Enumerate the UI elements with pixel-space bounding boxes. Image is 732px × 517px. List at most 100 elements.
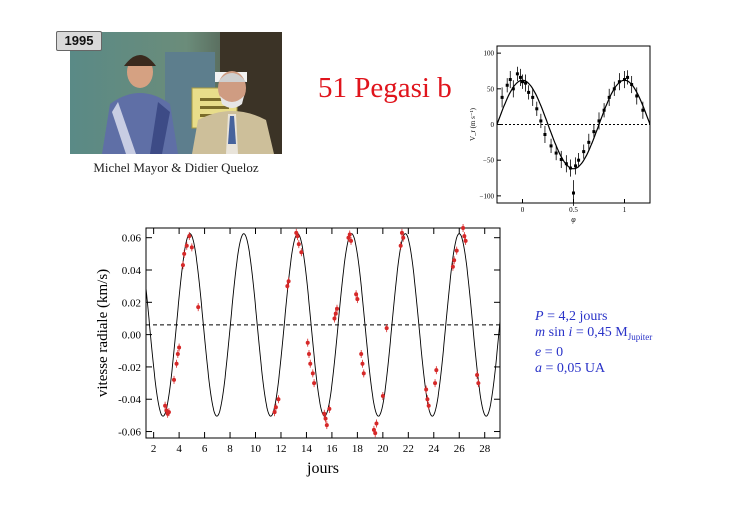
rv-data-point — [273, 405, 278, 410]
phase-y-tick-label: 50 — [487, 85, 495, 93]
rv-data-point — [359, 352, 364, 356]
rv-y-tick-label: -0.02 — [118, 362, 141, 374]
phase-data-point — [577, 158, 581, 162]
phase-data-point — [612, 87, 616, 91]
discoverers-photo — [70, 32, 282, 154]
rv-data-point — [476, 381, 481, 386]
rv-data-point — [196, 305, 201, 310]
rv-data-point — [310, 371, 315, 376]
discoverers-photo-drawing — [70, 32, 282, 154]
phase-data-point — [500, 95, 504, 99]
rv-data-point — [187, 234, 192, 239]
rv-data-point — [360, 361, 365, 366]
rv-data-point — [182, 251, 187, 256]
phase-data-point — [582, 150, 586, 154]
phase-data-point — [635, 94, 639, 98]
planet-title: 51 Pegasi b — [318, 72, 452, 104]
radial-velocity-chart: 0.060.040.020.00-0.02-0.04-0.062 4 6 8 10 12 1… — [95, 224, 501, 477]
rv-data-point — [452, 258, 457, 263]
rv-x-tick-label: 6 — [202, 443, 208, 455]
rv-data-point — [374, 421, 379, 426]
param-period: P = 4,2 jours — [535, 309, 608, 324]
rv-y-tick-label: -0.06 — [118, 427, 141, 439]
rv-data-point — [380, 394, 385, 398]
phase-data-point — [574, 164, 578, 168]
rv-data-point — [425, 397, 430, 402]
phase-y-tick-label: 0 — [491, 121, 495, 129]
rv-data-point — [308, 361, 313, 366]
rv-data-point — [426, 403, 431, 408]
rv-data-point — [174, 361, 179, 366]
rv-x-tick-label: 22 — [403, 443, 414, 455]
rv-x-tick-label: 28 — [479, 443, 491, 455]
rv-data-point — [299, 250, 304, 255]
rv-x-tick-label: 4 — [176, 443, 182, 455]
phase-data-point — [607, 95, 611, 99]
rv-data-point — [286, 279, 291, 284]
phase-data-point — [511, 87, 515, 91]
phase-x-tick-label: 0.5 — [569, 206, 578, 214]
rv-x-tick-label: 20 — [377, 443, 389, 455]
rv-x-tick-label: 18 — [352, 443, 364, 455]
rv-x-tick-label: 12 — [275, 443, 286, 455]
phase-data-point — [527, 90, 531, 94]
rv-plot-frame — [145, 227, 501, 439]
phase-data-point — [524, 81, 528, 85]
rv-data-point — [384, 326, 389, 331]
phase-data-point — [592, 130, 596, 134]
rv-data-point — [276, 397, 281, 402]
rv-data-point — [166, 410, 171, 415]
phase-y-tick-label: 100 — [484, 50, 495, 58]
rv-y-tick-label: 0.02 — [122, 297, 141, 309]
rv-data-point — [461, 226, 466, 230]
phase-data-point — [617, 80, 621, 84]
phase-x-axis-label: φ — [571, 215, 576, 224]
phase-data-point — [535, 107, 539, 111]
rv-data-point — [335, 306, 340, 311]
phase-data-point — [630, 83, 634, 87]
phase-data-point — [515, 72, 519, 76]
phase-data-point — [587, 140, 591, 144]
phase-y-tick-label: −50 — [483, 157, 494, 165]
rv-data-point — [463, 238, 468, 243]
rv-data-point — [454, 248, 459, 253]
rv-y-tick-label: 0.06 — [122, 233, 142, 245]
rv-x-tick-label: 2 — [151, 443, 157, 455]
orbital-parameters: P = 4,2 jours m sin i = 0,45 MJupiter e … — [535, 309, 652, 377]
rv-data-point — [189, 245, 194, 250]
phase-data-point — [531, 95, 535, 99]
year-badge: 1995 — [56, 31, 102, 51]
rv-data-point — [398, 243, 403, 248]
phase-data-point — [602, 108, 606, 112]
rv-data-point — [172, 377, 177, 382]
rv-y-tick-label: 0.04 — [122, 265, 142, 277]
rv-x-tick-label: 10 — [250, 443, 262, 455]
rv-x-axis-label: jours — [306, 460, 339, 477]
rv-data-point — [184, 243, 189, 248]
param-semimajor-axis: a = 0,05 UA — [535, 360, 606, 376]
rv-x-tick-label: 8 — [227, 443, 233, 455]
rv-y-tick-label: -0.04 — [118, 394, 141, 406]
rv-x-tick-label: 14 — [301, 443, 313, 455]
rv-data-point — [180, 263, 185, 268]
rv-data-point — [433, 381, 438, 386]
rv-data-point — [349, 238, 354, 243]
phase-data-point — [559, 157, 563, 161]
rv-x-tick-label: 26 — [454, 443, 466, 455]
rv-data-point — [355, 297, 360, 302]
phase-x-tick-label: 0 — [521, 206, 525, 214]
phase-data-point — [518, 75, 522, 79]
rv-x-tick-label: 16 — [326, 443, 338, 455]
rv-data-point — [450, 264, 455, 269]
rv-data-point — [434, 368, 439, 373]
param-eccentricity: e = 0 — [535, 344, 564, 360]
rv-data-point — [361, 371, 366, 376]
phase-data-point — [626, 75, 630, 79]
phase-data-point — [554, 151, 558, 155]
rv-data-point — [295, 234, 300, 239]
rv-data-point — [324, 423, 329, 428]
rv-data-point — [401, 235, 406, 240]
phase-data-point — [623, 78, 626, 82]
rv-data-point — [175, 352, 180, 356]
rv-data-point — [177, 345, 182, 350]
